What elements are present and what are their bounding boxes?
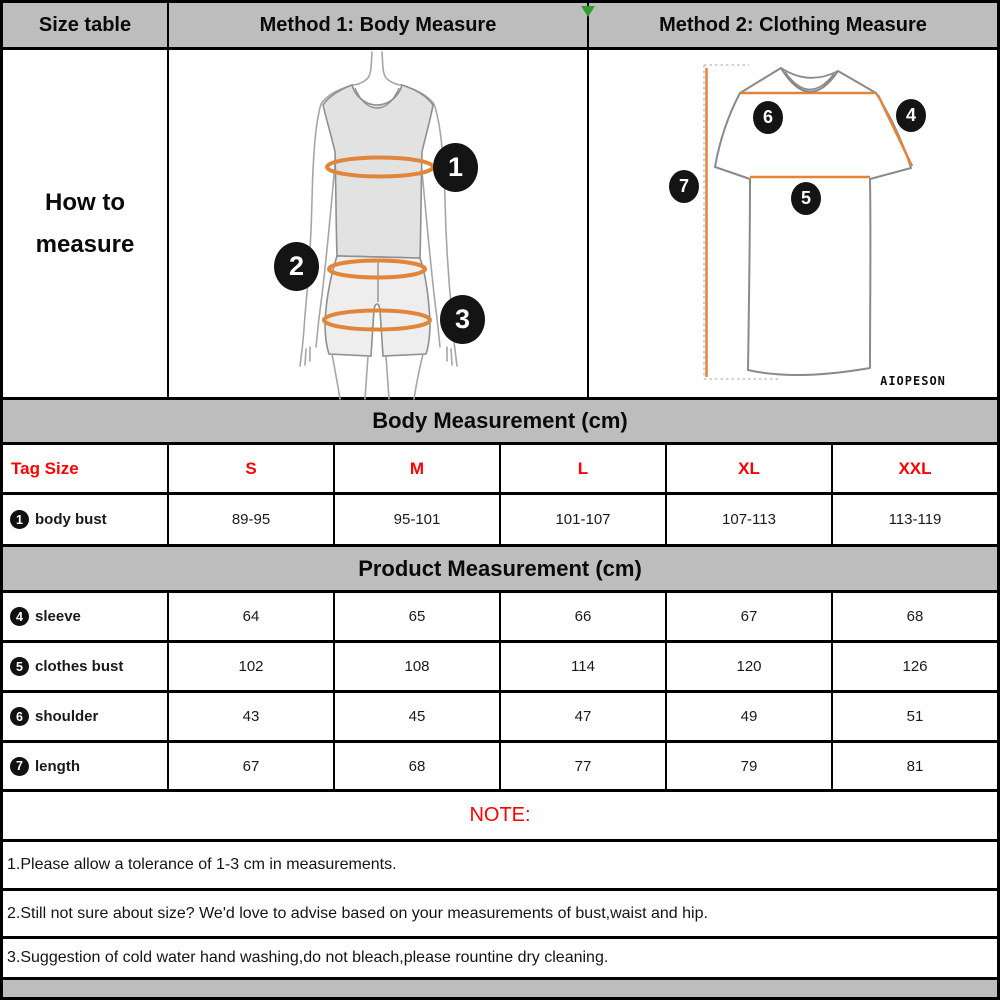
size-l: L xyxy=(501,445,667,492)
circled-1-icon: 1 xyxy=(10,510,29,529)
cell-value: 47 xyxy=(501,693,667,740)
row-label-text: shoulder xyxy=(35,708,99,725)
cell-value: 120 xyxy=(667,643,833,690)
body-measurement-title: Body Measurement (cm) xyxy=(3,400,997,445)
marker-2-waist: 2 xyxy=(274,242,319,291)
marker-3-hip: 3 xyxy=(440,295,485,344)
cell-value: 81 xyxy=(906,757,924,775)
row-label-text: sleeve xyxy=(35,608,81,625)
cell-value: 68 xyxy=(906,608,924,625)
green-corner-marker-icon xyxy=(581,6,595,17)
header-method2: Method 2: Clothing Measure xyxy=(659,13,927,36)
tag-size-label: Tag Size xyxy=(3,445,169,492)
marker-4-sleeve: 4 xyxy=(896,99,926,132)
marker-7-length: 7 xyxy=(669,170,699,203)
cell-value: 101-107 xyxy=(501,495,667,544)
hip-measure-line xyxy=(322,308,432,332)
cell-value: 67 xyxy=(667,593,833,640)
cell-value: 66 xyxy=(501,593,667,640)
cell-value: 113-119 xyxy=(888,511,942,528)
brand-label: AIOPESON xyxy=(880,374,946,388)
header-size-table: Size table xyxy=(3,3,169,47)
size-m: M xyxy=(335,445,501,492)
tag-size-row: Tag Size S M L XL XXL xyxy=(3,445,997,495)
cell-value: 67 xyxy=(169,743,335,789)
cell-value: 114 xyxy=(501,643,667,690)
note-title: NOTE: xyxy=(3,792,997,842)
marker-1-bust: 1 xyxy=(433,143,478,192)
row-label-body-bust: 1 body bust xyxy=(3,495,169,544)
circled-7-icon: 7 xyxy=(10,756,29,776)
cell-value: 64 xyxy=(169,593,335,640)
size-xxl: XXL xyxy=(898,458,932,478)
cell-value: 49 xyxy=(667,693,833,740)
body-measure-diagram: 1 2 3 xyxy=(169,50,589,400)
header-row: Size table Method 1: Body Measure Method… xyxy=(3,3,997,50)
table-row-length: 7 length 67 68 77 79 81 xyxy=(3,743,997,792)
cell-value: 77 xyxy=(501,743,667,789)
cell-value: 95-101 xyxy=(335,495,501,544)
table-row-body-bust: 1 body bust 89-95 95-101 101-107 107-113… xyxy=(3,495,997,547)
product-measurement-title: Product Measurement (cm) xyxy=(3,547,997,593)
how-to-line2: measure xyxy=(35,230,135,258)
size-s: S xyxy=(169,445,335,492)
row-label-text: length xyxy=(35,757,80,775)
header-method1: Method 1: Body Measure xyxy=(169,3,589,47)
table-row-sleeve: 4 sleeve 64 65 66 67 68 xyxy=(3,593,997,643)
how-to-line1: How to xyxy=(45,188,125,216)
cell-value: 126 xyxy=(902,658,928,675)
illustration-row: How to measure xyxy=(3,50,997,400)
row-label-clothes-bust: 5 clothes bust xyxy=(3,643,169,690)
sleeve-measure-line xyxy=(876,94,914,167)
cell-value: 51 xyxy=(906,708,924,725)
cell-value: 45 xyxy=(335,693,501,740)
table-row-shoulder: 6 shoulder 43 45 47 49 51 xyxy=(3,693,997,743)
note-item-3: 3.Suggestion of cold water hand washing,… xyxy=(3,939,997,980)
row-label-text: clothes bust xyxy=(35,658,124,675)
clothing-measure-diagram: 6 4 7 5 AIOPESON xyxy=(589,50,997,397)
cell-value: 65 xyxy=(335,593,501,640)
circled-4-icon: 4 xyxy=(10,607,29,626)
how-to-measure-label: How to measure xyxy=(3,50,169,397)
bottom-gray-strip xyxy=(3,980,997,997)
row-label-shoulder: 6 shoulder xyxy=(3,693,169,740)
marker-6-shoulder: 6 xyxy=(753,101,783,134)
cell-value: 79 xyxy=(667,743,833,789)
note-item-1: 1.Please allow a tolerance of 1-3 cm in … xyxy=(3,842,997,891)
waist-measure-line xyxy=(327,258,427,280)
row-label-length: 7 length xyxy=(3,743,169,789)
cell-value: 107-113 xyxy=(667,495,833,544)
tshirt-illustration xyxy=(703,64,914,380)
size-xl: XL xyxy=(667,445,833,492)
note-item-2: 2.Still not sure about size? We'd love t… xyxy=(3,891,997,939)
row-label-text: body bust xyxy=(35,511,107,528)
circled-5-icon: 5 xyxy=(10,657,29,676)
cell-value: 43 xyxy=(169,693,335,740)
body-figure-illustration xyxy=(299,51,458,400)
tshirt-shape xyxy=(714,67,912,376)
cell-value: 102 xyxy=(169,643,335,690)
table-row-clothes-bust: 5 clothes bust 102 108 114 120 126 xyxy=(3,643,997,693)
cell-value: 89-95 xyxy=(169,495,335,544)
circled-6-icon: 6 xyxy=(10,707,29,726)
marker-5-bust: 5 xyxy=(791,182,821,215)
cell-value: 68 xyxy=(335,743,501,789)
cell-value: 108 xyxy=(335,643,501,690)
row-label-sleeve: 4 sleeve xyxy=(3,593,169,640)
